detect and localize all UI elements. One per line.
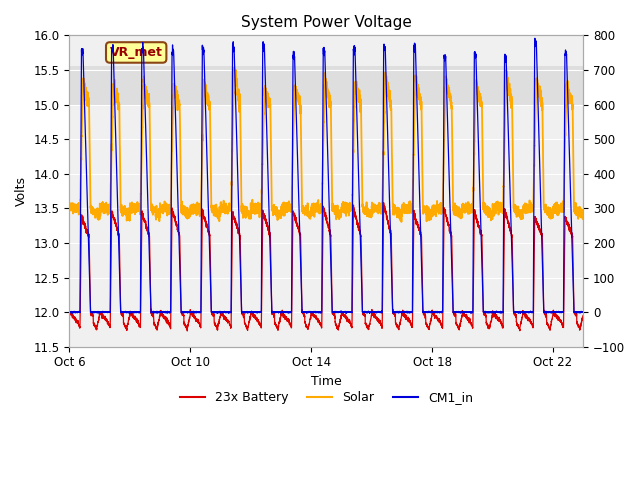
Bar bbox=[69, 66, 583, 105]
Text: VR_met: VR_met bbox=[109, 46, 163, 59]
Title: System Power Voltage: System Power Voltage bbox=[241, 15, 412, 30]
Legend: 23x Battery, Solar, CM1_in: 23x Battery, Solar, CM1_in bbox=[175, 386, 478, 409]
X-axis label: Time: Time bbox=[311, 375, 342, 388]
Y-axis label: Volts: Volts bbox=[15, 176, 28, 206]
